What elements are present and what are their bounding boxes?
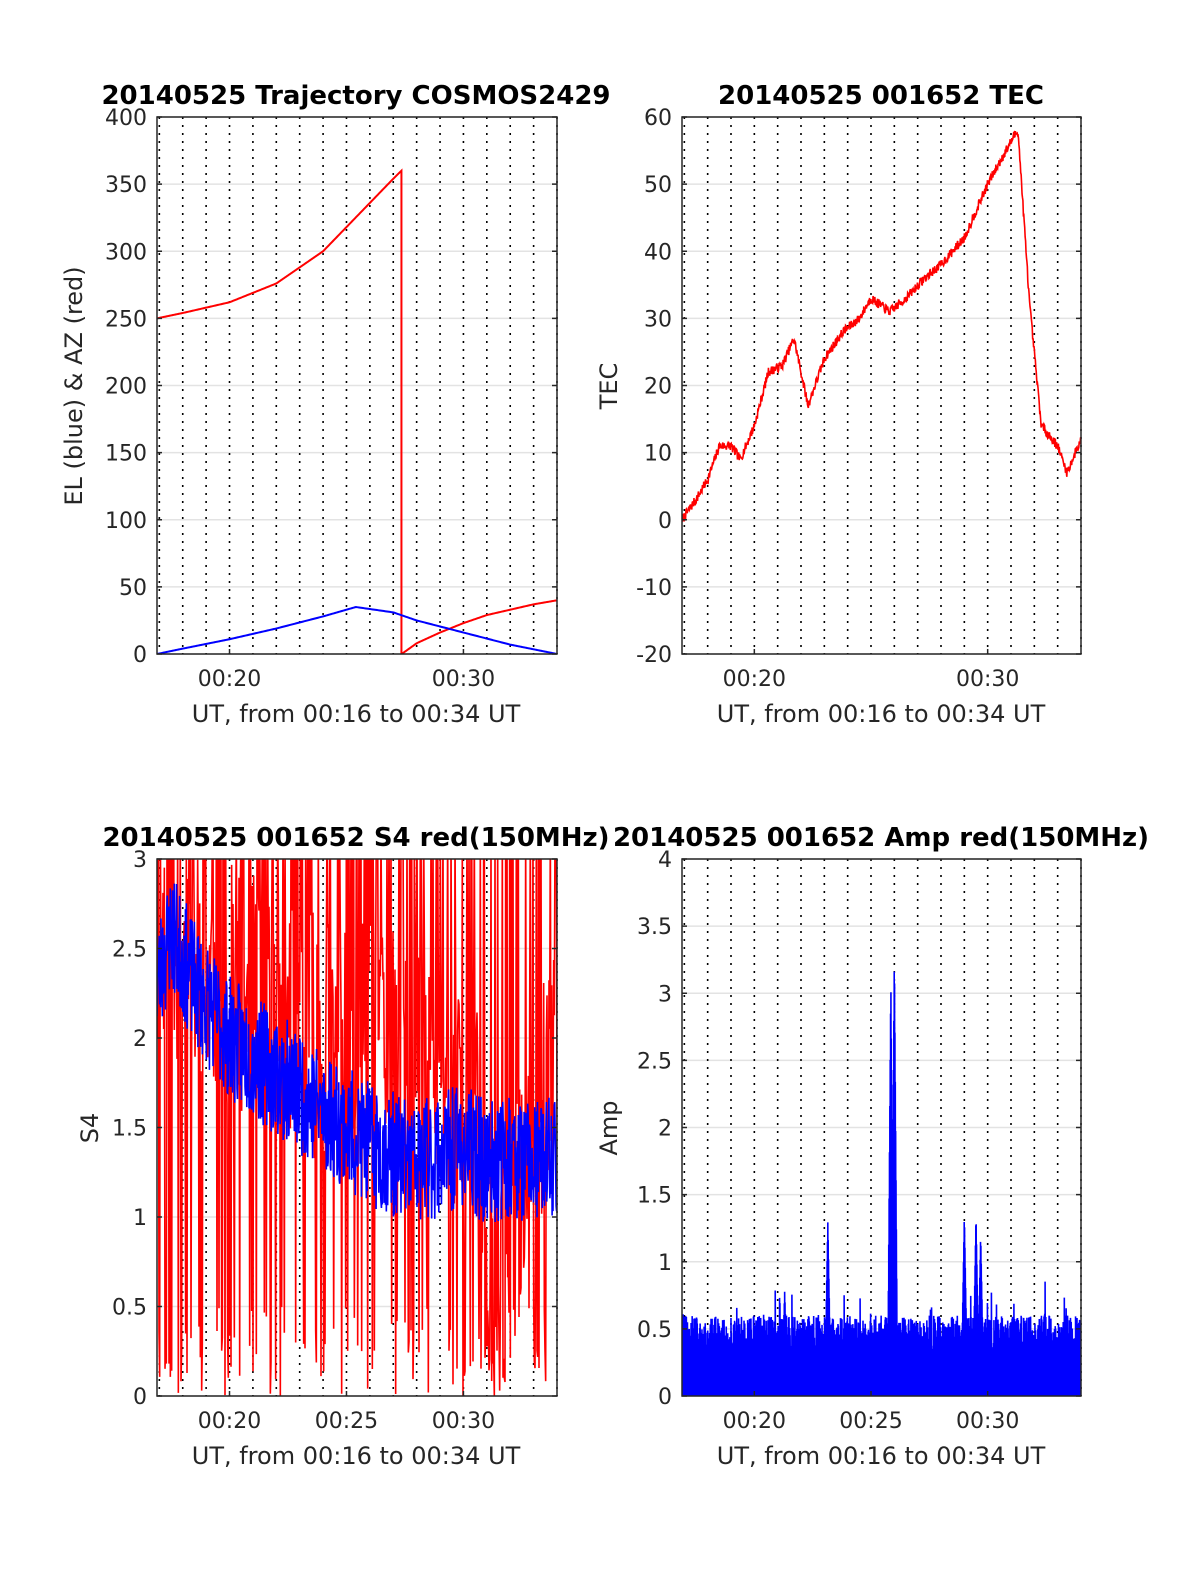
y-tick-label: 2 — [658, 1117, 672, 1142]
x-tick-label: 00:30 — [956, 1409, 1019, 1434]
x-axis-label: UT, from 00:16 to 00:34 UT — [717, 1442, 1046, 1470]
y-tick-label: 0.5 — [112, 1296, 147, 1321]
x-tick-label: 00:20 — [723, 1409, 786, 1434]
y-tick-label: 1 — [133, 1206, 147, 1231]
x-tick-label: 00:20 — [723, 667, 786, 692]
y-axis-label: EL (blue) & AZ (red) — [60, 266, 88, 505]
y-tick-label: 60 — [644, 106, 672, 131]
y-tick-label: 3 — [658, 982, 672, 1007]
y-tick-label: 50 — [119, 576, 147, 601]
y-tick-label: 200 — [105, 375, 147, 400]
y-tick-label: 0 — [658, 1385, 672, 1410]
tec-chart: -20 -10 0 10 20 30 40 50 60 00:20 00:30 20140525 00… — [595, 81, 1082, 728]
y-tick-label: 4 — [658, 848, 672, 873]
y-tick-label: 100 — [105, 509, 147, 534]
series-line-1 — [157, 883, 557, 1223]
chart-title: 20140525 001652 Amp red(150MHz) — [613, 823, 1149, 853]
x-axis-label: UT, from 00:16 to 00:34 UT — [192, 1442, 521, 1470]
x-tick-label: 00:25 — [839, 1409, 902, 1434]
chart-title: 20140525 001652 TEC — [718, 81, 1044, 111]
y-tick-label: 30 — [644, 307, 672, 332]
x-tick-label: 00:30 — [432, 1409, 495, 1434]
x-tick-label: 00:30 — [432, 667, 495, 692]
y-tick-label: 0 — [658, 509, 672, 534]
series-line-0 — [682, 130, 1081, 523]
x-axis-label: UT, from 00:16 to 00:34 UT — [717, 700, 1046, 728]
chart-title: 20140525 001652 S4 red(150MHz) — [102, 823, 609, 853]
series-line-1 — [157, 606, 557, 654]
y-tick-label: 0.5 — [637, 1318, 672, 1343]
x-tick-label: 00:25 — [315, 1409, 378, 1434]
y-tick-label: 3.5 — [637, 915, 672, 940]
y-tick-label: 350 — [105, 173, 147, 198]
y-tick-label: 0 — [133, 643, 147, 668]
y-tick-label: 400 — [105, 106, 147, 131]
amp-chart: 0 0.5 1 1.5 2 2.5 3 3.5 4 00:20 00:25 00:30 20140525… — [595, 823, 1149, 1470]
series-line-0 — [682, 971, 1081, 1396]
chart-title: 20140525 Trajectory COSMOS2429 — [101, 81, 610, 111]
y-tick-label: 2.5 — [112, 938, 147, 963]
y-tick-label: 3 — [133, 848, 147, 873]
s4-chart: 0 0.5 1 1.5 2 2.5 3 00:20 00:25 00:30 20140525 001… — [76, 823, 610, 1470]
y-tick-label: 10 — [644, 442, 672, 467]
x-tick-label: 00:30 — [956, 667, 1019, 692]
y-tick-label: 1.5 — [637, 1184, 672, 1209]
x-tick-label: 00:20 — [198, 667, 261, 692]
y-tick-label: 50 — [644, 173, 672, 198]
y-axis-label: S4 — [76, 1113, 104, 1144]
y-tick-label: 0 — [133, 1385, 147, 1410]
y-tick-label: -20 — [636, 643, 672, 668]
y-axis-label: Amp — [595, 1100, 623, 1155]
y-tick-label: 150 — [105, 442, 147, 467]
x-tick-label: 00:20 — [198, 1409, 261, 1434]
y-tick-label: 300 — [105, 240, 147, 265]
y-tick-label: 1.5 — [112, 1117, 147, 1142]
y-tick-label: 1 — [658, 1251, 672, 1276]
y-tick-label: 40 — [644, 240, 672, 265]
y-tick-label: 2.5 — [637, 1049, 672, 1074]
x-axis-label: UT, from 00:16 to 00:34 UT — [192, 700, 521, 728]
trajectory-chart: 0 50 100 150 200 250 300 350 400 00:20 00:30 201405… — [60, 81, 611, 728]
y-axis-label: TEC — [595, 363, 623, 411]
series-line-0 — [157, 859, 557, 1396]
y-tick-label: 20 — [644, 375, 672, 400]
y-tick-label: 250 — [105, 307, 147, 332]
y-tick-label: -10 — [636, 576, 672, 601]
series-line-0 — [157, 168, 557, 654]
y-tick-label: 2 — [133, 1027, 147, 1052]
